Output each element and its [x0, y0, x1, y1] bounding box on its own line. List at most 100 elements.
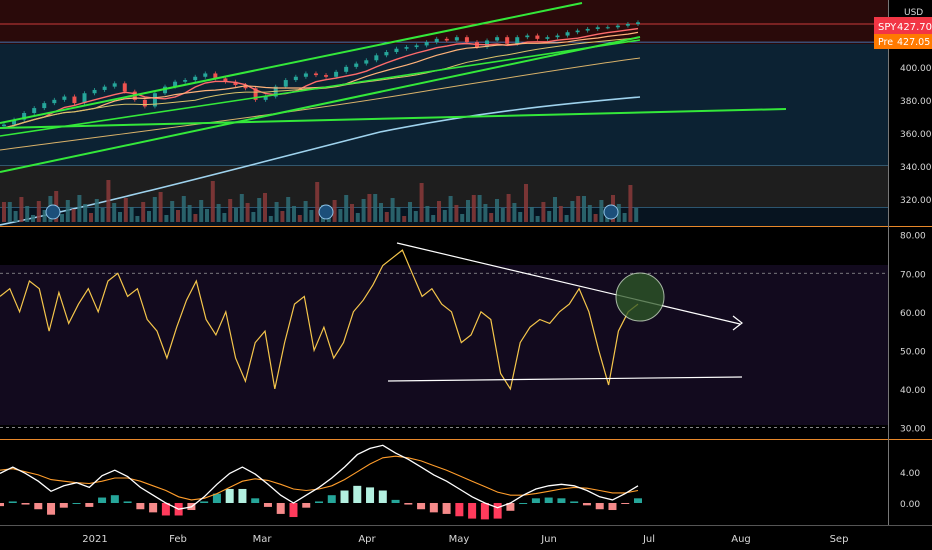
volume-bar: [489, 213, 494, 222]
price-tick-label: 320.00: [900, 196, 932, 206]
macd-histogram-bar: [557, 498, 566, 503]
channel-upper: [0, 2, 583, 124]
volume-bar: [19, 197, 24, 222]
volume-bar: [390, 198, 395, 222]
volume-bar: [268, 216, 273, 222]
volume-bar: [471, 195, 476, 222]
rsi-resistance: [396, 242, 741, 325]
candle: [253, 88, 258, 100]
volume-bar: [118, 212, 122, 222]
volume-bar: [152, 197, 157, 222]
volume-bar: [170, 201, 175, 222]
candle: [122, 83, 127, 92]
candle: [545, 37, 550, 39]
channel-lower: [0, 36, 641, 173]
volume-bar: [384, 212, 389, 222]
volume-bar: [71, 209, 76, 222]
candle: [52, 99, 57, 104]
rsi-tick-label: 60.00: [900, 309, 926, 319]
time-axis[interactable]: 2021 Feb Mar Apr May Jun Jul Aug Sep: [82, 534, 848, 545]
macd-histogram-bar: [72, 503, 81, 504]
candle: [313, 73, 318, 76]
volume-bar: [187, 205, 192, 222]
volume-bar: [141, 202, 146, 222]
volume-bar: [13, 211, 18, 222]
candle: [424, 42, 429, 46]
candle: [454, 37, 459, 41]
candle: [595, 27, 600, 29]
candle: [495, 37, 500, 41]
volume-bar: [518, 212, 523, 222]
rsi-tick-label: 80.00: [900, 232, 926, 242]
candle: [203, 73, 208, 77]
channel-base: [0, 108, 787, 129]
volume-band: [0, 165, 888, 207]
candle: [293, 76, 298, 81]
volume-bar: [367, 194, 372, 222]
volume-bar: [576, 196, 581, 222]
pre-label: Pre: [878, 37, 893, 48]
macd-histogram-bar: [417, 503, 426, 510]
symbol-badge[interactable]: [874, 17, 932, 34]
macd-histogram-bar: [544, 497, 553, 503]
volume-bar: [344, 195, 349, 222]
candle: [434, 38, 439, 43]
volume-bar: [419, 183, 424, 222]
macd-histogram-bar: [391, 499, 400, 503]
volume-bar: [123, 198, 128, 222]
volume-bar: [210, 181, 215, 222]
volume-bar: [25, 206, 30, 222]
dividend-marker: [603, 204, 619, 220]
volume-bar: [616, 204, 621, 222]
macd-histogram-bar: [480, 503, 489, 520]
volume-bar: [373, 194, 378, 222]
candle: [263, 96, 268, 100]
macd-tick-label: 0.00: [900, 500, 920, 510]
rsi-tick-label: 40.00: [900, 386, 926, 396]
rsi-pane[interactable]: [0, 242, 888, 428]
candle: [283, 80, 288, 87]
price-pane[interactable]: [0, 2, 888, 226]
volume-bar: [558, 206, 563, 222]
macd-signal-line: [0, 455, 639, 501]
macd-histogram-bar: [634, 498, 642, 503]
candle: [62, 96, 67, 100]
volume-bar: [36, 201, 41, 222]
volume-bar: [599, 200, 604, 222]
volume-bar: [570, 201, 575, 222]
volume-bar: [257, 198, 262, 222]
macd-histogram-bar: [85, 503, 94, 507]
candle: [444, 38, 449, 41]
price-tick-label: 360.00: [900, 130, 932, 140]
macd-pane[interactable]: [0, 444, 642, 520]
time-tick-label: Feb: [169, 534, 187, 545]
candle: [183, 80, 188, 82]
rsi-arrowhead: [732, 315, 743, 331]
volume-bar: [297, 215, 302, 222]
candle: [636, 22, 640, 24]
macd-histogram-bar: [8, 501, 17, 503]
candle: [605, 27, 610, 29]
volume-bar: [77, 195, 82, 222]
volume-bar: [408, 202, 412, 222]
volume-bar: [535, 216, 540, 222]
candle: [173, 81, 178, 87]
volume-bar: [547, 211, 552, 222]
macd-histogram-bar: [149, 503, 158, 513]
volume-bar: [31, 215, 35, 222]
macd-histogram-bar: [251, 498, 260, 503]
macd-histogram-bar: [519, 503, 528, 504]
candle: [303, 73, 308, 77]
volume-bar: [500, 208, 505, 222]
price-axis[interactable]: 320.00340.00360.00380.00400.00420.0030.0…: [900, 31, 932, 510]
volume-bar: [524, 184, 528, 222]
ticker-badges[interactable]: SPY 427.70 Pre 427.05 USD: [874, 8, 932, 49]
pre-badge[interactable]: [874, 34, 932, 49]
rsi-tick-label: 30.00: [900, 424, 926, 434]
ma-fast: [3, 27, 639, 129]
volume-bar: [245, 203, 250, 222]
candle: [92, 89, 97, 94]
macd-tick-label: 4.00: [900, 469, 920, 479]
price-tick-label: 400.00: [900, 64, 932, 74]
